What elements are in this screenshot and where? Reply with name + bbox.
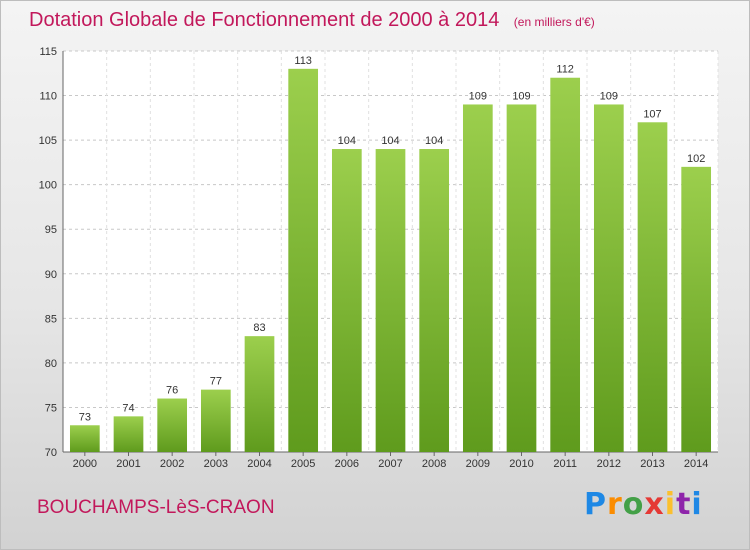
x-tick-label-2002: 2002 (160, 458, 184, 470)
x-tick-label-2013: 2013 (640, 458, 664, 470)
bar-2013 (637, 122, 668, 453)
proxiti-logo: Proxiti (584, 487, 703, 522)
x-tick-label-2010: 2010 (509, 458, 533, 470)
bar-2000 (69, 425, 100, 452)
label-layer: 73 74 76 77 83 113 104 104 104 109 109 112 109 107 102 (79, 55, 706, 423)
y-tick-label: 115 (39, 46, 57, 58)
y-tick-label: 95 (45, 224, 57, 236)
x-tick-label-2008: 2008 (422, 458, 446, 470)
bar-2009 (462, 104, 493, 452)
x-tick-label-2003: 2003 (204, 458, 228, 470)
data-label-2007: 104 (381, 135, 399, 147)
y-tick-label: 105 (39, 135, 57, 147)
bar-2012 (593, 104, 624, 452)
data-label-2009: 109 (469, 90, 487, 102)
logo-letter: i (664, 487, 677, 522)
bar-2003 (200, 389, 231, 452)
data-label-2011: 112 (556, 64, 574, 76)
bar-layer (69, 68, 712, 453)
y-tick-label: 75 (45, 402, 57, 414)
logo-letter: i (691, 487, 703, 522)
data-label-2008: 104 (425, 135, 443, 147)
bar-2006 (331, 149, 362, 452)
x-tick-label-2009: 2009 (466, 458, 490, 470)
x-tick-label-2006: 2006 (335, 458, 359, 470)
bar-2002 (157, 398, 188, 452)
logo-letter: r (607, 487, 623, 522)
data-label-2005: 113 (294, 55, 312, 67)
chart-subtitle: (en milliers d'€) (513, 15, 595, 29)
data-label-2002: 76 (166, 385, 178, 397)
bar-2005 (288, 68, 319, 453)
x-tick-label-2004: 2004 (247, 458, 271, 470)
commune-name: BOUCHAMPS-LèS-CRAON (37, 497, 275, 518)
bar-2004 (244, 336, 275, 452)
bar-2007 (375, 149, 406, 452)
x-tick-label-2012: 2012 (597, 458, 621, 470)
bar-chart: 70 75 80 85 90 95 100 105 110 115 2000 2001 2002 2003… (39, 46, 719, 470)
data-label-2000: 73 (79, 411, 91, 423)
bar-2008 (419, 149, 450, 452)
x-tick-label-2011: 2011 (553, 458, 577, 470)
logo-letter: t (676, 487, 692, 522)
data-label-2012: 109 (600, 90, 618, 102)
chart-title: Dotation Globale de Fonctionnement de 20… (29, 9, 500, 31)
data-label-2010: 109 (512, 90, 530, 102)
y-tick-label: 90 (45, 269, 57, 281)
data-label-2014: 102 (687, 153, 705, 165)
y-tick-label: 100 (39, 180, 57, 192)
data-label-2013: 107 (643, 108, 661, 120)
x-tick-label-2001: 2001 (116, 458, 140, 470)
y-tick-label: 110 (39, 91, 57, 103)
y-tick-label: 70 (45, 447, 57, 459)
data-label-2001: 74 (122, 402, 134, 414)
x-tick-label-2005: 2005 (291, 458, 315, 470)
bar-2001 (113, 416, 144, 452)
y-tick-label: 85 (45, 313, 57, 325)
bar-2014 (681, 166, 712, 452)
y-tick-label: 80 (45, 358, 57, 370)
data-label-2006: 104 (338, 135, 356, 147)
x-tick-label-2007: 2007 (378, 458, 402, 470)
logo-letter: o (622, 487, 645, 522)
logo-letter: x (644, 487, 665, 522)
data-label-2003: 77 (210, 376, 222, 388)
logo-letter: P (584, 487, 607, 522)
x-tick-label-2014: 2014 (684, 458, 708, 470)
bar-2010 (506, 104, 537, 452)
title-line: Dotation Globale de Fonctionnement de 20… (29, 9, 595, 32)
data-label-2004: 83 (253, 322, 265, 334)
bar-2011 (550, 77, 581, 452)
x-tick-label-2000: 2000 (73, 458, 97, 470)
